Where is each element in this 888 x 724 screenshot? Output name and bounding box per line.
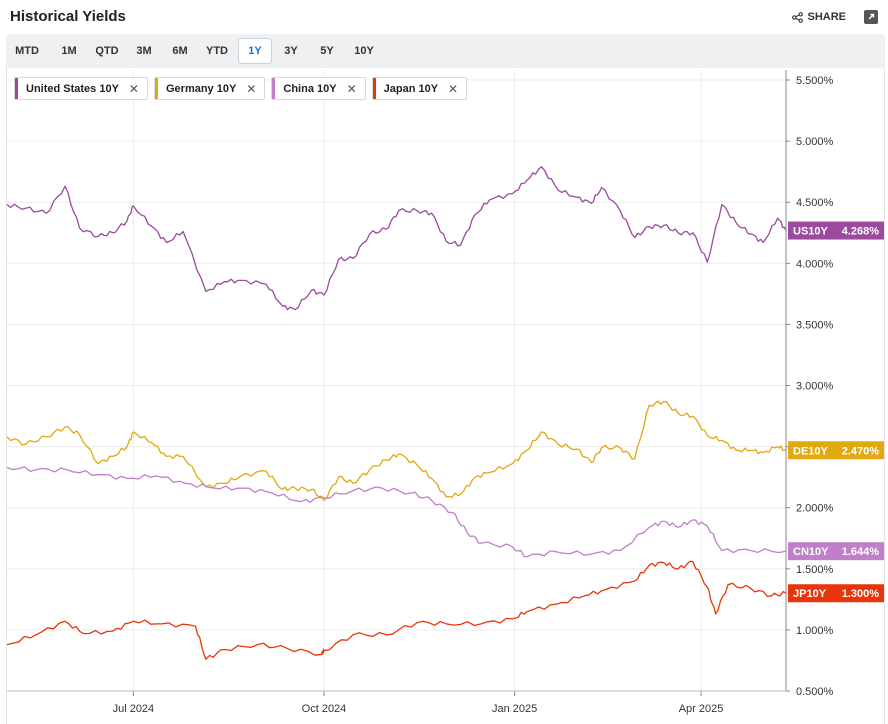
share-button[interactable]: SHARE [792, 11, 846, 23]
external-link-icon [868, 13, 875, 20]
legend-label: Germany 10Y [165, 82, 237, 95]
legend: United States 10Y ✕ Germany 10Y ✕ China … [14, 77, 468, 100]
last-value-tag-value: 1.300% [842, 588, 880, 600]
y-tick-label: 5.500% [796, 75, 834, 87]
y-tick-label: 0.500% [796, 686, 834, 698]
range-3m-button[interactable]: 3M [136, 45, 152, 57]
last-value-tag-value: 1.644% [842, 546, 880, 558]
x-tick-label: Jan 2025 [492, 703, 537, 715]
series-line-de10y [6, 400, 787, 502]
legend-item-cn10y[interactable]: China 10Y ✕ [271, 77, 366, 100]
legend-swatch [272, 78, 276, 99]
last-value-tag-name: JP10Y [793, 588, 827, 600]
last-value-tag-value: 4.268% [842, 226, 880, 238]
last-value-tag-name: US10Y [793, 226, 829, 238]
last-value-tag-value: 2.470% [842, 445, 880, 457]
y-tick-label: 3.500% [796, 319, 834, 331]
legend-swatch [372, 78, 376, 99]
range-qtd-button[interactable]: QTD [95, 45, 119, 57]
y-tick-label: 1.000% [796, 625, 834, 637]
header: Historical Yields SHARE [0, 0, 888, 34]
x-tick-label: Apr 2025 [679, 703, 724, 715]
x-tick-label: Jul 2024 [113, 703, 155, 715]
last-value-tag [788, 542, 884, 561]
last-value-tag-name: CN10Y [793, 546, 829, 558]
range-10y-button[interactable]: 10Y [354, 45, 374, 57]
y-tick-label: 4.000% [796, 258, 834, 270]
legend-item-jp10y[interactable]: Japan 10Y ✕ [371, 77, 468, 100]
x-tick-label: Oct 2024 [302, 703, 347, 715]
last-value-tag-name: DE10Y [793, 445, 829, 457]
share-icon [792, 11, 804, 23]
y-tick-label: 2.000% [796, 503, 834, 515]
last-value-tag [788, 441, 884, 460]
close-icon[interactable]: ✕ [346, 81, 357, 96]
legend-label: United States 10Y [26, 82, 119, 95]
legend-item-us10y[interactable]: United States 10Y ✕ [14, 77, 148, 100]
legend-swatch [154, 78, 158, 99]
chart-area [6, 68, 885, 724]
range-5y-button[interactable]: 5Y [320, 45, 334, 57]
last-value-tag [788, 221, 884, 240]
legend-label: China 10Y [283, 82, 337, 95]
share-label: SHARE [807, 11, 846, 23]
y-tick-label: 4.500% [796, 197, 834, 209]
series-line-jp10y [6, 560, 787, 660]
series-line-us10y [6, 166, 787, 311]
page-title: Historical Yields [10, 8, 126, 25]
close-icon[interactable]: ✕ [128, 81, 139, 96]
legend-item-de10y[interactable]: Germany 10Y ✕ [153, 77, 266, 100]
range-ytd-button[interactable]: YTD [206, 45, 228, 57]
range-1y-button[interactable]: 1Y [238, 38, 272, 64]
close-icon[interactable]: ✕ [246, 81, 257, 96]
legend-swatch [15, 78, 18, 99]
expand-button[interactable] [864, 10, 878, 24]
range-1m-button[interactable]: 1M [61, 45, 77, 57]
y-tick-label: 5.000% [796, 136, 834, 148]
close-icon[interactable]: ✕ [448, 81, 459, 96]
range-3y-button[interactable]: 3Y [284, 45, 298, 57]
range-6m-button[interactable]: 6M [172, 45, 188, 57]
range-mtd-button[interactable]: MTD [15, 45, 39, 57]
y-tick-label: 3.000% [796, 381, 834, 393]
last-value-tag [788, 584, 884, 603]
y-tick-label: 1.500% [796, 564, 834, 576]
range-toolbar: MTD 1M QTD 3M 6M YTD 1Y 3Y 5Y 10Y [6, 34, 885, 68]
series-line-cn10y [6, 466, 787, 558]
legend-label: Japan 10Y [383, 82, 439, 95]
